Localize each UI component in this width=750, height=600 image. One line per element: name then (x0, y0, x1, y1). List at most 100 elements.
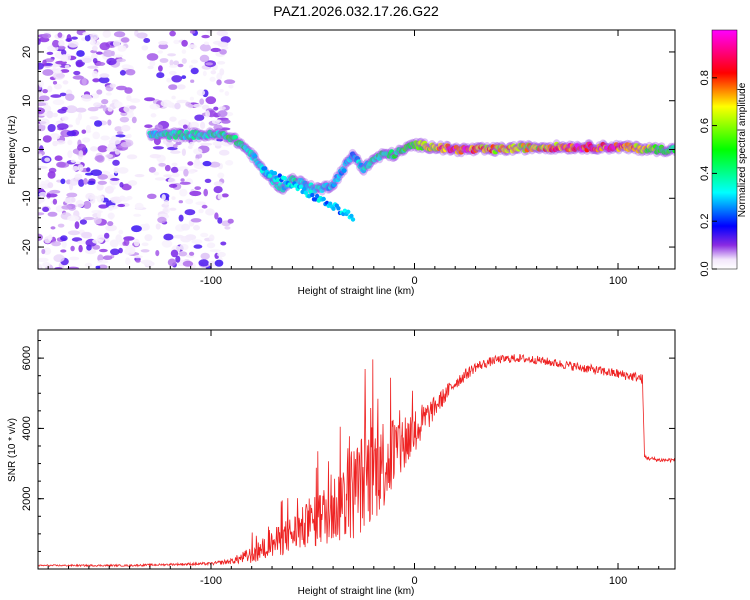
speckle-mark (60, 235, 68, 242)
speckle-mark (49, 189, 61, 194)
speckle-mark (67, 40, 79, 48)
speckle-mark (143, 223, 150, 231)
speckle-mark (72, 75, 85, 80)
speckle-mark (125, 69, 136, 76)
speckle-mark (115, 134, 126, 138)
spectrogram-y-tick-label: -10 (21, 190, 33, 206)
speckle-mark (102, 104, 107, 112)
speckle-mark (90, 39, 96, 46)
speckle-mark (171, 162, 178, 167)
ridge-mark (331, 182, 337, 188)
speckle-mark (217, 193, 223, 200)
speckle-mark (174, 102, 181, 110)
speckle-mark (114, 101, 123, 109)
speckle-mark (134, 174, 145, 178)
speckle-mark (91, 53, 98, 60)
speckle-mark (75, 199, 85, 208)
speckle-mark (219, 89, 224, 93)
speckle-mark (99, 42, 110, 51)
speckle-mark (220, 36, 231, 44)
speckle-mark (133, 255, 143, 259)
speckle-mark (194, 114, 205, 121)
speckle-mark (217, 217, 223, 224)
speckle-mark (149, 103, 160, 110)
speckle-mark (46, 110, 54, 119)
speckle-mark (224, 226, 231, 230)
speckle-mark (190, 79, 195, 83)
speckle-mark (112, 54, 124, 58)
speckle-mark (227, 218, 234, 224)
speckle-mark (189, 64, 194, 69)
branch-mark (262, 166, 268, 171)
speckle-mark (110, 248, 120, 256)
speckle-mark (117, 45, 127, 52)
speckle-mark (198, 259, 209, 267)
speckle-mark (199, 43, 211, 52)
speckle-mark (171, 172, 180, 178)
speckle-mark (170, 150, 181, 154)
speckle-mark (110, 196, 122, 204)
ridge-mark (191, 135, 197, 140)
speckle-mark (102, 30, 112, 38)
speckle-mark (47, 234, 53, 241)
speckle-mark (52, 39, 60, 48)
speckle-mark (71, 197, 76, 203)
speckle-mark (193, 148, 203, 155)
speckle-mark (224, 79, 236, 84)
spectrogram-x-axis-title: Height of straight line (km) (298, 286, 415, 297)
speckle-mark (224, 91, 230, 96)
speckle-mark (96, 89, 103, 95)
spectrogram-x-tick-label: 0 (411, 275, 417, 287)
speckle-mark (42, 89, 48, 94)
speckle-mark (181, 148, 186, 156)
speckle-mark (90, 93, 100, 99)
speckle-mark (146, 53, 159, 61)
speckle-mark (133, 238, 140, 247)
speckle-mark (96, 195, 105, 203)
speckle-mark (187, 44, 197, 49)
speckle-mark (105, 92, 112, 96)
speckle-mark (65, 105, 78, 114)
speckle-mark (81, 37, 86, 41)
speckle-mark (193, 224, 200, 231)
speckle-mark (66, 192, 78, 198)
colorbar-tick-label: 0.8 (699, 70, 711, 85)
speckle-mark (170, 166, 179, 173)
ridge-mark (584, 147, 590, 153)
speckle-mark (87, 180, 96, 185)
speckle-mark (210, 70, 217, 75)
speckle-mark (200, 142, 213, 146)
snr-panel: 2000 4000 6000 -100 0 100 Height of straight… (7, 329, 676, 597)
speckle-mark (66, 130, 77, 137)
speckle-mark (114, 126, 123, 132)
speckle-mark (41, 248, 46, 255)
speckle-mark (116, 131, 124, 135)
branch-mark (321, 196, 326, 202)
branch-mark (336, 206, 341, 211)
speckle-mark (87, 65, 99, 69)
speckle-mark (201, 34, 210, 39)
speckle-mark (168, 84, 178, 90)
speckle-mark (65, 38, 73, 42)
speckle-mark (189, 121, 200, 130)
ridge-mark (422, 140, 428, 146)
ridge-mark (554, 141, 560, 147)
speckle-mark (123, 238, 130, 247)
speckle-mark (190, 218, 202, 223)
speckle-mark (168, 70, 177, 76)
ridge-mark (516, 146, 522, 152)
speckle-mark (99, 73, 110, 78)
speckle-mark (163, 200, 170, 206)
speckle-mark (116, 85, 127, 91)
speckle-mark (71, 166, 80, 171)
speckle-mark (93, 102, 102, 108)
speckle-mark (204, 178, 212, 183)
speckle-mark (181, 58, 187, 64)
branch-mark (350, 217, 356, 222)
speckle-mark (93, 217, 102, 225)
speckle-mark (195, 201, 206, 206)
speckle-mark (196, 89, 206, 96)
speckle-mark (162, 207, 169, 213)
speckle-mark (54, 69, 62, 74)
speckle-mark (78, 150, 84, 157)
